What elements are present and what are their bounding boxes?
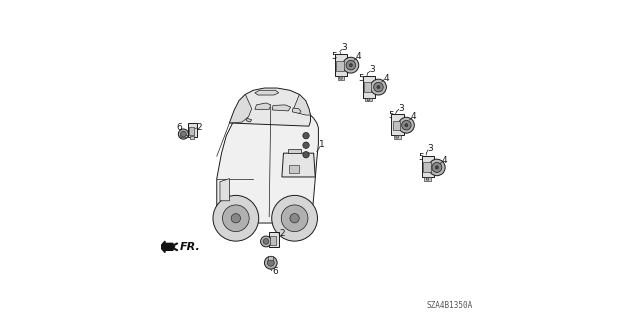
Circle shape — [374, 82, 383, 92]
Polygon shape — [220, 179, 230, 201]
Text: 1: 1 — [319, 140, 324, 149]
Bar — [190, 136, 194, 138]
Circle shape — [377, 85, 380, 89]
Bar — [289, 165, 300, 173]
Bar — [364, 82, 371, 92]
Polygon shape — [255, 103, 271, 109]
Bar — [189, 127, 194, 135]
Bar — [392, 115, 404, 135]
Text: 4: 4 — [383, 74, 389, 83]
Circle shape — [213, 196, 259, 241]
Bar — [394, 135, 401, 139]
Polygon shape — [273, 105, 291, 111]
Text: FR.: FR. — [179, 242, 200, 252]
Bar — [393, 121, 400, 130]
Text: 6: 6 — [272, 267, 278, 276]
Text: 2: 2 — [196, 123, 202, 132]
Circle shape — [303, 152, 309, 158]
Circle shape — [371, 79, 387, 95]
Circle shape — [396, 136, 399, 138]
Circle shape — [340, 77, 342, 79]
Text: 2: 2 — [280, 229, 285, 238]
Circle shape — [435, 166, 438, 169]
Circle shape — [405, 123, 408, 127]
Bar — [337, 61, 344, 70]
Circle shape — [432, 162, 442, 172]
Bar — [422, 156, 435, 177]
Circle shape — [303, 142, 309, 148]
Bar — [288, 149, 301, 153]
Circle shape — [263, 239, 269, 244]
Circle shape — [231, 214, 241, 223]
Circle shape — [343, 57, 359, 73]
Circle shape — [281, 205, 308, 232]
Circle shape — [399, 117, 414, 133]
Text: 6: 6 — [176, 123, 182, 132]
Circle shape — [426, 178, 429, 180]
Circle shape — [349, 63, 353, 67]
Polygon shape — [292, 108, 301, 114]
Circle shape — [429, 159, 445, 176]
Polygon shape — [217, 104, 319, 223]
Polygon shape — [293, 94, 310, 115]
Bar — [269, 232, 278, 247]
Polygon shape — [246, 118, 252, 122]
Bar — [423, 162, 431, 172]
Text: 5: 5 — [418, 153, 424, 162]
FancyArrow shape — [160, 241, 173, 253]
Polygon shape — [230, 88, 310, 126]
Bar — [365, 98, 372, 101]
Text: 3: 3 — [369, 65, 375, 74]
Circle shape — [402, 121, 411, 130]
Bar — [271, 236, 276, 245]
Text: SZA4B1350A: SZA4B1350A — [426, 301, 472, 310]
Circle shape — [179, 129, 189, 139]
Bar — [188, 123, 197, 137]
Text: 3: 3 — [428, 144, 433, 153]
Circle shape — [264, 256, 277, 269]
Bar — [268, 256, 273, 260]
Circle shape — [260, 236, 271, 247]
Circle shape — [180, 131, 186, 137]
Text: 5: 5 — [359, 74, 365, 83]
Circle shape — [367, 98, 370, 101]
Text: 4: 4 — [356, 52, 361, 62]
Text: 5: 5 — [388, 111, 394, 121]
Circle shape — [346, 60, 356, 70]
Polygon shape — [230, 94, 252, 123]
Text: 4: 4 — [442, 156, 447, 165]
Circle shape — [290, 214, 300, 223]
Circle shape — [272, 196, 317, 241]
Bar — [424, 177, 431, 181]
Text: 4: 4 — [411, 112, 417, 122]
Bar — [363, 76, 375, 98]
Text: 5: 5 — [332, 52, 337, 61]
Text: 3: 3 — [341, 43, 347, 52]
Bar — [180, 135, 188, 137]
Circle shape — [303, 132, 309, 139]
Circle shape — [268, 259, 275, 266]
Circle shape — [223, 205, 249, 232]
Bar — [338, 76, 344, 80]
Bar — [335, 54, 348, 76]
Text: 3: 3 — [398, 104, 404, 113]
Polygon shape — [282, 153, 316, 177]
Polygon shape — [255, 90, 278, 95]
